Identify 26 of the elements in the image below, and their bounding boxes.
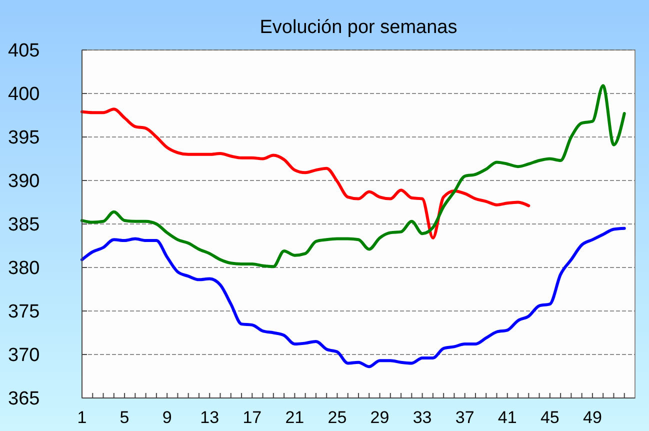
line-series [80, 226, 626, 368]
x-tick-label: 17 [242, 408, 262, 427]
y-tick-label: 400 [8, 84, 40, 106]
x-tick-label: 13 [200, 408, 220, 427]
y-tick-label: 365 [8, 388, 40, 410]
line-series [80, 84, 626, 268]
x-tick-label: 45 [540, 408, 560, 427]
x-tick-label: 9 [162, 408, 172, 427]
x-tick-label: 37 [455, 408, 474, 427]
x-tick-label: 21 [285, 408, 304, 427]
x-tick-label: 25 [328, 408, 347, 427]
y-tick-label: 380 [8, 258, 40, 280]
line-series [80, 108, 530, 240]
x-tick-label: 33 [412, 408, 432, 427]
y-tick-label: 405 [8, 40, 40, 62]
x-tick-label: 41 [498, 408, 517, 427]
y-tick-label: 375 [8, 302, 40, 323]
x-tick-label: 29 [370, 408, 390, 427]
x-tick-label: 5 [120, 408, 130, 427]
y-tick-label: 370 [8, 345, 40, 366]
y-tick-label: 385 [8, 214, 40, 236]
y-tick-label: 390 [8, 171, 40, 192]
x-tick-label: 49 [583, 408, 602, 427]
x-tick-label: 1 [77, 408, 87, 427]
chart-title: Evolución por semanas [260, 17, 458, 38]
y-tick-label: 395 [8, 128, 40, 149]
